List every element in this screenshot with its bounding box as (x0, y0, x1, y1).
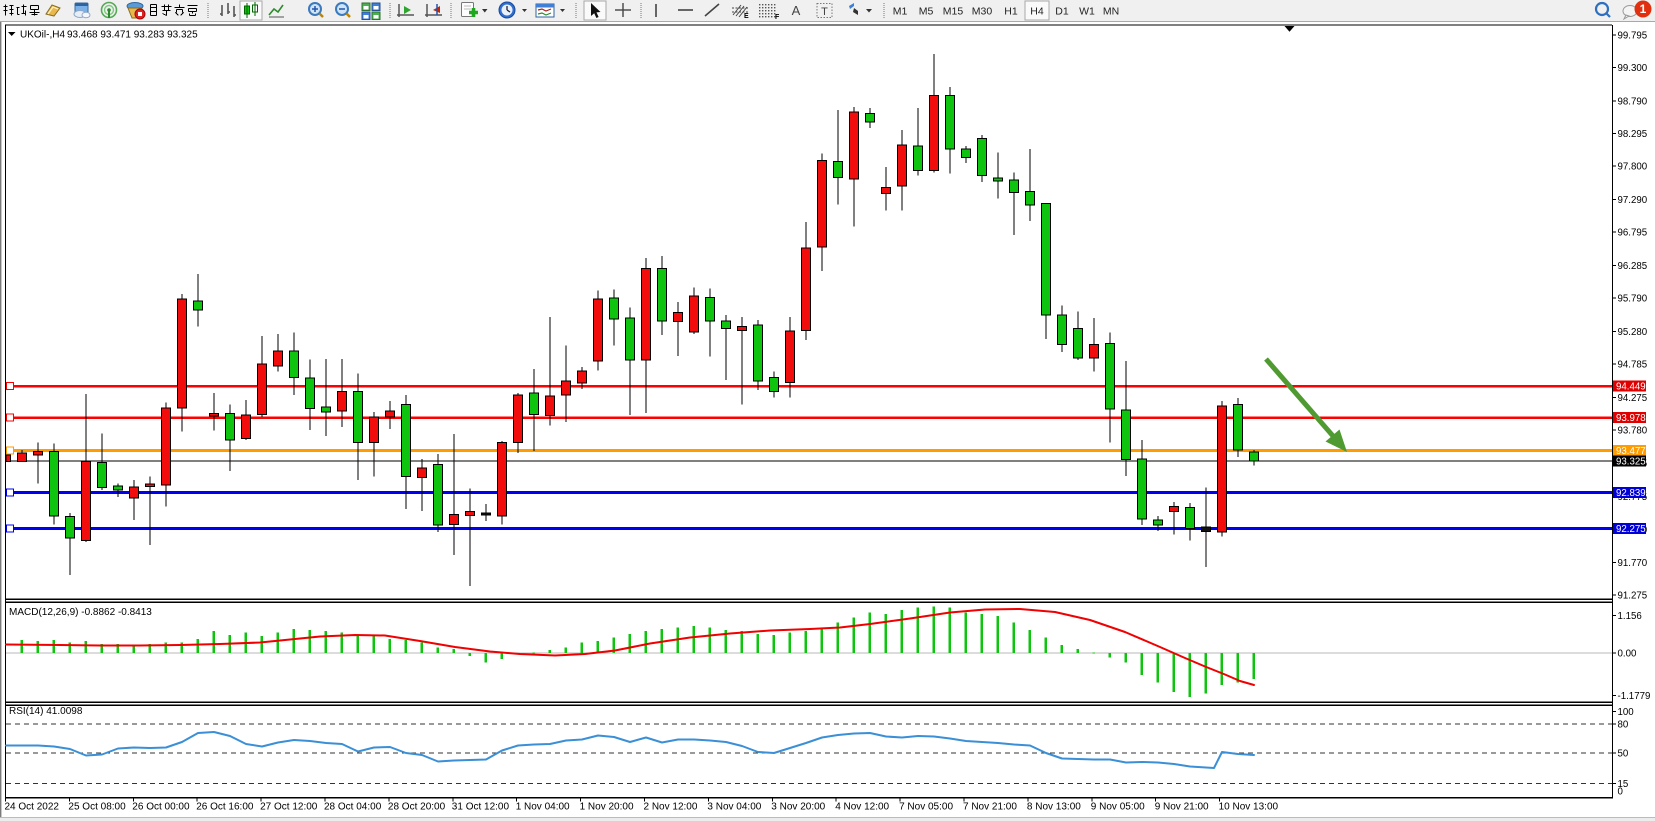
svg-text:W1: W1 (1079, 6, 1095, 18)
svg-text:7 Nov 05:00: 7 Nov 05:00 (899, 802, 953, 813)
svg-text:96.795: 96.795 (1618, 228, 1648, 239)
svg-text:27 Oct 12:00: 27 Oct 12:00 (260, 802, 318, 813)
svg-text:93.477: 93.477 (1616, 446, 1646, 457)
svg-text:1 Nov 04:00: 1 Nov 04:00 (516, 802, 570, 813)
svg-text:97.800: 97.800 (1618, 162, 1648, 173)
svg-text:91.275: 91.275 (1618, 590, 1648, 601)
svg-text:2 Nov 12:00: 2 Nov 12:00 (644, 802, 698, 813)
svg-text:3 Nov 04:00: 3 Nov 04:00 (707, 802, 761, 813)
svg-text:M1: M1 (893, 6, 908, 18)
svg-text:93.325: 93.325 (1616, 457, 1646, 468)
svg-text:9 Nov 05:00: 9 Nov 05:00 (1091, 802, 1145, 813)
svg-text:RSI(14) 41.0098: RSI(14) 41.0098 (9, 706, 83, 717)
svg-text:0.00: 0.00 (1618, 648, 1637, 659)
svg-text:T: T (821, 6, 828, 18)
svg-text:96.285: 96.285 (1618, 261, 1648, 272)
svg-text:26 Oct 00:00: 26 Oct 00:00 (132, 802, 190, 813)
svg-text:7 Nov 21:00: 7 Nov 21:00 (963, 802, 1017, 813)
svg-text:F: F (775, 14, 780, 21)
svg-text:93.780: 93.780 (1618, 426, 1648, 437)
svg-text:UKOil-,H4: UKOil-,H4 (20, 30, 65, 41)
svg-text:50: 50 (1618, 749, 1629, 760)
svg-text:98.295: 98.295 (1618, 129, 1648, 140)
svg-text:80: 80 (1618, 720, 1629, 731)
svg-text:28 Oct 04:00: 28 Oct 04:00 (324, 802, 382, 813)
svg-text:92.839: 92.839 (1616, 488, 1646, 499)
svg-text:10 Nov 13:00: 10 Nov 13:00 (1219, 802, 1279, 813)
svg-text:25 Oct 08:00: 25 Oct 08:00 (68, 802, 126, 813)
svg-text:95.280: 95.280 (1618, 327, 1648, 338)
svg-text:15: 15 (1618, 779, 1629, 790)
svg-text:MN: MN (1103, 6, 1119, 18)
svg-text:A: A (792, 3, 801, 18)
svg-text:H4: H4 (1030, 6, 1044, 18)
svg-text:8 Nov 13:00: 8 Nov 13:00 (1027, 802, 1081, 813)
svg-text:1: 1 (1640, 2, 1647, 16)
svg-text:26 Oct 16:00: 26 Oct 16:00 (196, 802, 254, 813)
svg-text:97.290: 97.290 (1618, 195, 1648, 206)
svg-text:H1: H1 (1004, 6, 1018, 18)
svg-text:3 Nov 20:00: 3 Nov 20:00 (771, 802, 825, 813)
svg-text:93.978: 93.978 (1616, 413, 1646, 424)
svg-text:94.449: 94.449 (1616, 382, 1646, 393)
svg-text:94.785: 94.785 (1618, 360, 1648, 371)
svg-text:M15: M15 (943, 6, 964, 18)
svg-text:99.795: 99.795 (1618, 31, 1648, 42)
svg-text:95.790: 95.790 (1618, 294, 1648, 305)
svg-text:98.790: 98.790 (1618, 97, 1648, 108)
svg-text:E: E (744, 13, 749, 20)
svg-text:1.156: 1.156 (1618, 611, 1642, 622)
svg-text:92.275: 92.275 (1616, 524, 1646, 535)
svg-text:100: 100 (1618, 707, 1635, 718)
svg-text:D1: D1 (1055, 6, 1069, 18)
svg-text:4 Nov 12:00: 4 Nov 12:00 (835, 802, 889, 813)
svg-text:28 Oct 20:00: 28 Oct 20:00 (388, 802, 446, 813)
svg-text:24 Oct 2022: 24 Oct 2022 (5, 802, 60, 813)
svg-text:99.300: 99.300 (1618, 63, 1648, 74)
svg-text:1 Nov 20:00: 1 Nov 20:00 (580, 802, 634, 813)
svg-text:MACD(12,26,9) -0.8862 -0.8413: MACD(12,26,9) -0.8862 -0.8413 (9, 607, 152, 618)
svg-text:M30: M30 (972, 6, 993, 18)
svg-text:94.275: 94.275 (1618, 393, 1648, 404)
svg-text:0: 0 (1618, 787, 1624, 798)
svg-text:31 Oct 12:00: 31 Oct 12:00 (452, 802, 510, 813)
svg-text:91.770: 91.770 (1618, 558, 1648, 569)
svg-text:9 Nov 21:00: 9 Nov 21:00 (1155, 802, 1209, 813)
svg-text:M5: M5 (919, 6, 934, 18)
svg-text:-1.1779: -1.1779 (1618, 691, 1651, 702)
svg-text:93.468 93.471 93.283 93.325: 93.468 93.471 93.283 93.325 (67, 30, 198, 41)
